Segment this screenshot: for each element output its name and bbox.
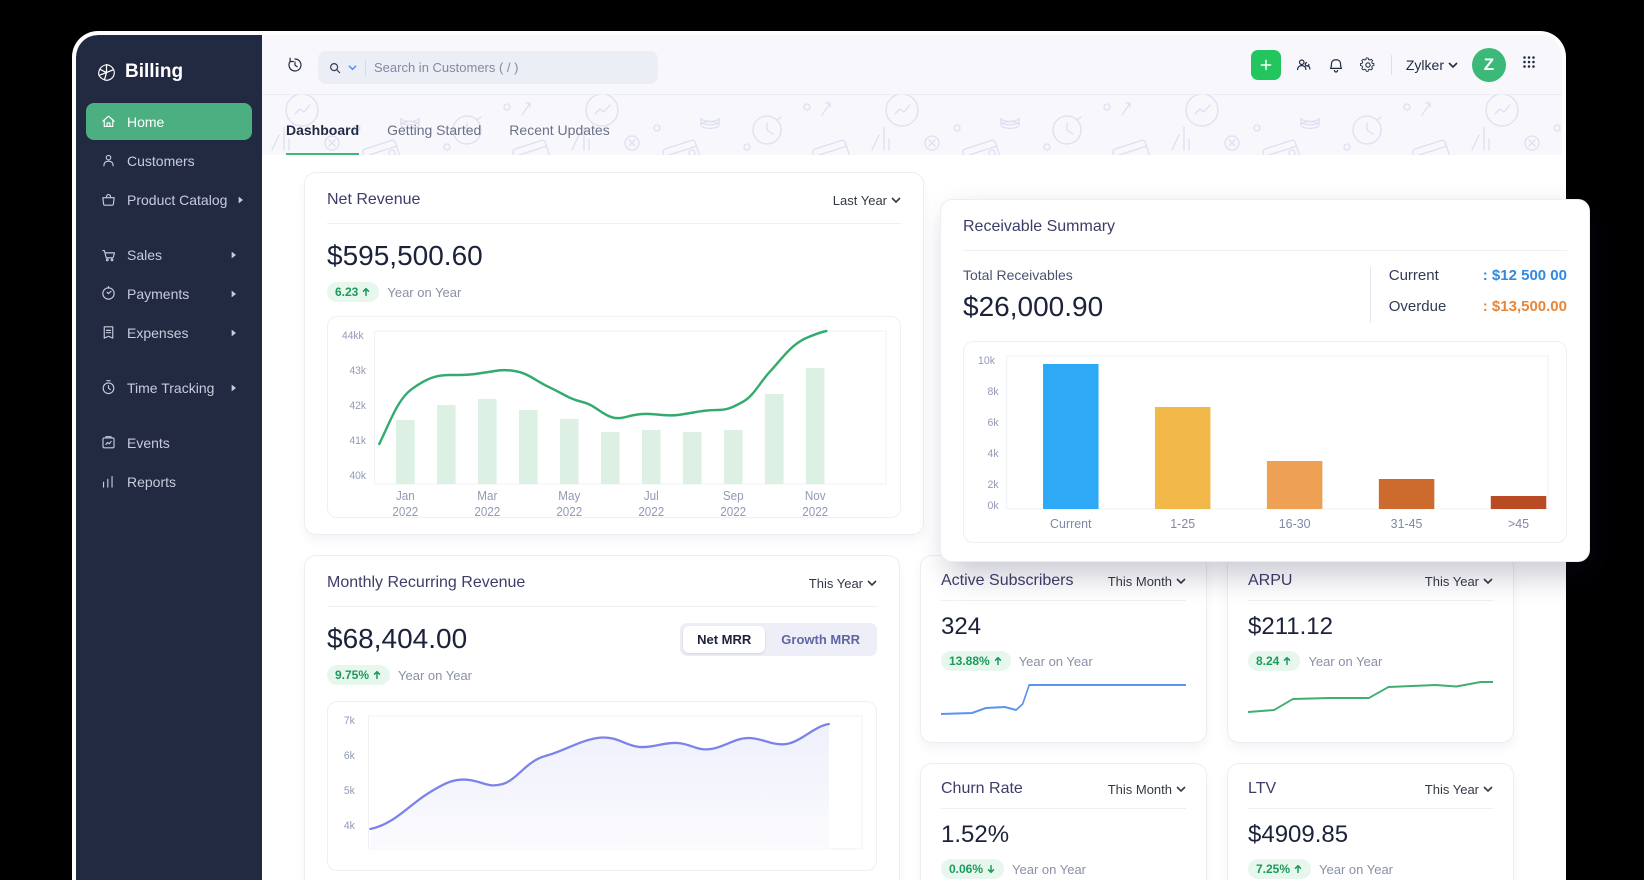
svg-text:>45: >45 [1508, 516, 1529, 531]
svg-text:Mar: Mar [477, 489, 497, 503]
svg-text:Sep: Sep [723, 489, 744, 503]
svg-text:43k: 43k [349, 365, 366, 377]
svg-text:40k: 40k [349, 470, 366, 482]
svg-text:0k: 0k [988, 500, 1000, 512]
svg-text:31-45: 31-45 [1391, 516, 1423, 531]
svg-text:44kk: 44kk [342, 330, 364, 342]
svg-text:6k: 6k [988, 417, 1000, 429]
svg-text:2022: 2022 [474, 505, 500, 519]
svg-text:1-25: 1-25 [1170, 516, 1195, 531]
svg-text:2022: 2022 [556, 505, 582, 519]
svg-text:42k: 42k [349, 400, 366, 412]
svg-text:2022: 2022 [720, 505, 746, 519]
svg-text:2022: 2022 [802, 505, 828, 519]
svg-text:2k: 2k [988, 479, 1000, 491]
svg-text:Jan: Jan [396, 489, 415, 503]
svg-text:May: May [558, 489, 580, 503]
svg-text:2022: 2022 [638, 505, 664, 519]
svg-text:2022: 2022 [392, 505, 418, 519]
svg-text:Nov: Nov [805, 489, 826, 503]
svg-text:4k: 4k [344, 820, 356, 832]
svg-text:7k: 7k [344, 715, 356, 727]
svg-text:16-30: 16-30 [1279, 516, 1311, 531]
svg-text:4k: 4k [988, 448, 1000, 460]
svg-text:6k: 6k [344, 750, 356, 762]
svg-text:Current: Current [1050, 516, 1092, 531]
svg-text:8k: 8k [988, 386, 1000, 398]
svg-text:10k: 10k [978, 355, 996, 367]
svg-text:5k: 5k [344, 785, 356, 797]
svg-text:41k: 41k [349, 435, 366, 447]
svg-text:Jul: Jul [644, 489, 659, 503]
